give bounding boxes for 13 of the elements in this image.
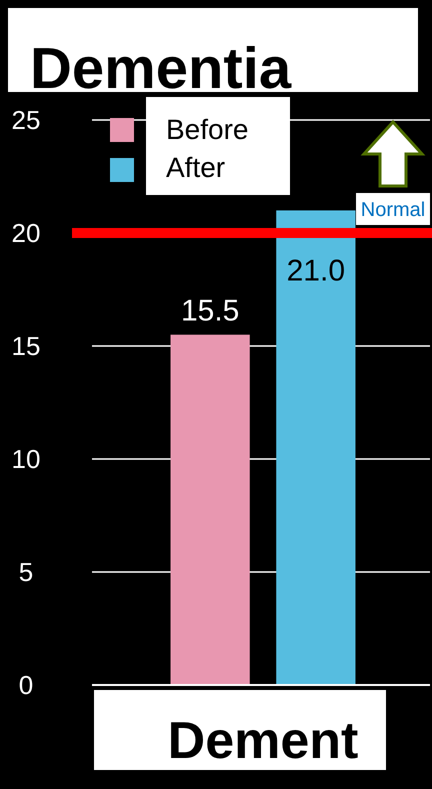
chart-title: Dementia xyxy=(30,36,292,101)
legend-label: After xyxy=(166,152,226,183)
y-tick-label: 15 xyxy=(12,331,40,361)
data-label: 15.5 xyxy=(180,294,240,328)
legend-label: Before xyxy=(166,114,248,145)
y-tick-label: 0 xyxy=(18,670,34,700)
y-tick-label: 20 xyxy=(12,218,40,248)
y-tick-label: 25 xyxy=(12,105,40,135)
data-label: 21.0 xyxy=(286,254,346,288)
x-tick-label: Dement xyxy=(168,712,358,770)
y-tick-label: 10 xyxy=(12,444,40,474)
ref-line-label: Normal xyxy=(360,199,426,221)
y-tick-label: 5 xyxy=(18,557,34,587)
